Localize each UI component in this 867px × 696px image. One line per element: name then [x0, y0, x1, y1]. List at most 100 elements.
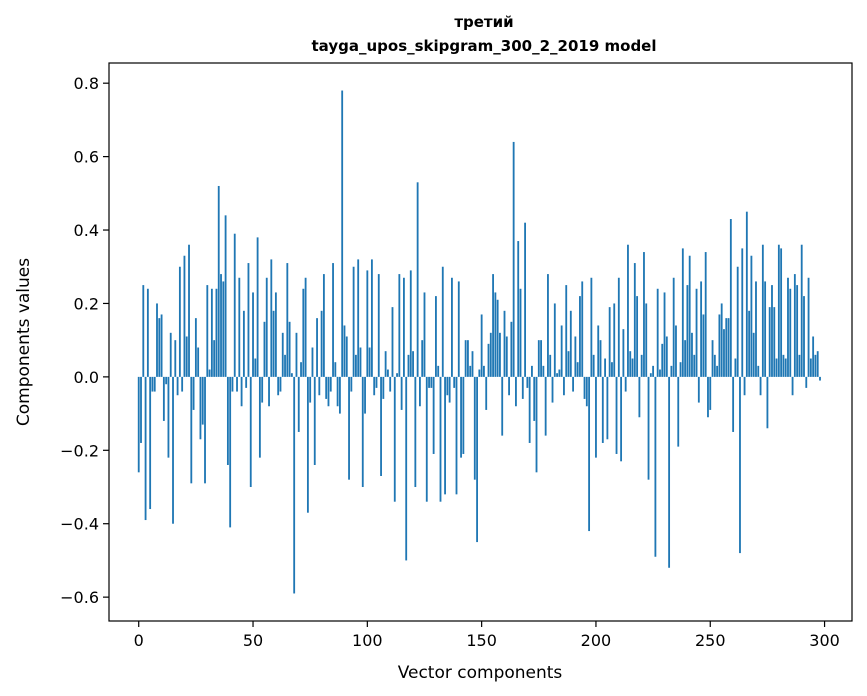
bar-component-3	[144, 376, 147, 521]
bar-component-229	[661, 343, 664, 377]
bar-component-136	[448, 376, 451, 403]
bar-component-5	[149, 376, 152, 510]
bar-component-32	[210, 288, 213, 377]
bar-component-118	[407, 354, 410, 377]
bar-component-122	[416, 182, 419, 377]
bar-component-232	[668, 376, 671, 568]
bar-component-223	[647, 376, 650, 480]
bar-component-148	[476, 376, 478, 543]
bar-component-153	[487, 343, 490, 377]
bar-component-57	[268, 376, 270, 407]
bar-component-175	[537, 340, 540, 377]
bar-component-78	[316, 318, 318, 377]
bar-component-106	[380, 376, 382, 476]
bar-component-69	[295, 332, 298, 377]
bar-component-94	[352, 266, 355, 377]
bar-component-133	[441, 266, 444, 377]
bar-component-171	[528, 376, 531, 443]
bar-component-68	[293, 376, 296, 594]
bar-component-59	[272, 310, 275, 377]
bar-component-257	[725, 318, 728, 377]
bar-component-42	[233, 233, 236, 377]
bar-component-134	[444, 376, 446, 495]
bar-component-192	[576, 362, 579, 377]
bar-component-101	[368, 347, 371, 377]
bar-component-253	[716, 365, 719, 377]
bar-component-242	[691, 332, 693, 377]
bar-component-121	[414, 376, 417, 488]
bar-component-64	[284, 354, 286, 377]
bar-component-139	[455, 376, 458, 495]
bar-component-72	[302, 288, 305, 377]
y-tick-label: 0.8	[74, 74, 99, 93]
bars-group	[137, 90, 821, 594]
bar-component-71	[300, 362, 302, 377]
bar-component-150	[480, 314, 483, 377]
bar-component-245	[697, 376, 700, 403]
bar-component-239	[684, 340, 687, 377]
bar-component-50	[252, 292, 254, 377]
bar-component-85	[332, 263, 334, 377]
bar-component-61	[277, 376, 280, 396]
bar-component-203	[601, 376, 604, 443]
bar-component-137	[451, 277, 453, 377]
bar-component-74	[306, 376, 309, 513]
bar-component-124	[421, 340, 424, 377]
bar-component-208	[613, 303, 616, 377]
bar-component-96	[357, 259, 360, 377]
bar-component-243	[693, 354, 696, 377]
bar-component-226	[654, 376, 657, 557]
bar-component-4	[146, 288, 149, 377]
bar-component-220	[640, 354, 643, 377]
bar-component-37	[222, 281, 225, 377]
bar-component-7	[153, 376, 156, 392]
bar-component-73	[304, 277, 307, 377]
bar-component-295	[812, 336, 815, 377]
bar-component-165	[515, 376, 517, 407]
bar-component-30	[206, 285, 209, 377]
bar-component-174	[535, 376, 538, 473]
bar-component-29	[204, 376, 206, 484]
bar-component-200	[595, 376, 597, 458]
bar-component-199	[592, 354, 595, 377]
bar-component-184	[558, 369, 561, 377]
bar-component-77	[313, 376, 316, 465]
bar-component-258	[727, 318, 730, 377]
bar-component-296	[814, 354, 817, 377]
bar-component-129	[432, 376, 435, 454]
bar-component-40	[229, 376, 232, 528]
bar-component-176	[540, 340, 542, 377]
bar-component-143	[464, 340, 467, 377]
bar-component-264	[741, 248, 744, 377]
bar-component-34	[215, 288, 218, 377]
bar-component-222	[645, 303, 648, 377]
bar-component-216	[631, 358, 634, 377]
bar-component-284	[787, 277, 789, 377]
bar-component-76	[311, 347, 314, 377]
bar-component-163	[510, 321, 513, 377]
bar-component-100	[366, 270, 369, 377]
bar-component-105	[377, 274, 380, 377]
bar-component-16	[174, 340, 177, 377]
bar-component-283	[784, 358, 787, 377]
x-axis-label: Vector components	[398, 663, 563, 683]
bar-component-202	[599, 340, 602, 377]
bar-component-26	[197, 347, 200, 377]
bar-component-87	[336, 376, 339, 407]
bar-component-48	[247, 263, 250, 377]
x-tick-label: 100	[352, 631, 383, 650]
bar-component-249	[707, 376, 709, 418]
bar-component-36	[220, 274, 222, 377]
bar-component-120	[412, 351, 414, 377]
y-tick-label: −0.6	[60, 588, 99, 607]
bar-component-233	[670, 365, 673, 377]
plot-frame	[108, 62, 853, 622]
bar-component-116	[403, 277, 405, 377]
bar-component-271	[757, 365, 760, 377]
bar-component-51	[254, 358, 257, 377]
bar-component-127	[428, 376, 430, 388]
bar-component-230	[663, 292, 666, 377]
bar-component-280	[777, 244, 780, 377]
bar-component-90	[343, 325, 346, 377]
bar-component-234	[672, 277, 675, 377]
